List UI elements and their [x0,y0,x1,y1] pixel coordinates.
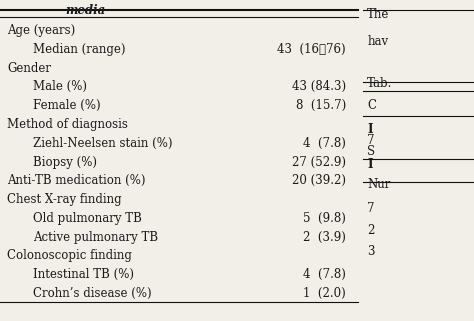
Text: 43 (84.3): 43 (84.3) [292,80,346,93]
Text: hav: hav [367,35,389,48]
Text: 4  (7.8): 4 (7.8) [303,137,346,150]
Text: C: C [367,99,376,111]
Text: Active pulmonary TB: Active pulmonary TB [33,230,158,244]
Text: Colonoscopic finding: Colonoscopic finding [7,249,132,262]
Text: 7: 7 [367,134,375,147]
Text: Anti-TB medication (%): Anti-TB medication (%) [7,174,146,187]
Text: 7: 7 [367,202,375,214]
Text: Method of diagnosis: Method of diagnosis [7,118,128,131]
Text: Female (%): Female (%) [33,99,101,112]
Text: 20 (39.2): 20 (39.2) [292,174,346,187]
Text: 2: 2 [367,224,375,237]
Text: Biopsy (%): Biopsy (%) [33,155,97,169]
Text: 2  (3.9): 2 (3.9) [303,230,346,244]
Text: Old pulmonary TB: Old pulmonary TB [33,212,142,225]
Text: I: I [367,158,373,171]
Text: Male (%): Male (%) [33,80,87,93]
Text: I: I [367,123,373,135]
Text: Ziehl-Neelsen stain (%): Ziehl-Neelsen stain (%) [33,137,173,150]
Text: Chest X-ray finding: Chest X-ray finding [7,193,122,206]
Text: 4  (7.8): 4 (7.8) [303,268,346,281]
Text: Crohn’s disease (%): Crohn’s disease (%) [33,287,152,300]
Text: Tab.: Tab. [367,77,393,90]
Text: media: media [65,4,105,17]
Text: Median (range): Median (range) [33,43,126,56]
Text: 5  (9.8): 5 (9.8) [303,212,346,225]
Text: Nur: Nur [367,178,391,190]
Text: Age (years): Age (years) [7,24,75,37]
Text: 8  (15.7): 8 (15.7) [296,99,346,112]
Text: 1  (2.0): 1 (2.0) [303,287,346,300]
Text: 27 (52.9): 27 (52.9) [292,155,346,169]
Text: The: The [367,8,390,21]
Text: Intestinal TB (%): Intestinal TB (%) [33,268,134,281]
Text: 3: 3 [367,245,375,258]
Text: Gender: Gender [7,62,51,74]
Text: S: S [367,145,375,158]
Text: 43  (16∲76): 43 (16∲76) [277,43,346,56]
